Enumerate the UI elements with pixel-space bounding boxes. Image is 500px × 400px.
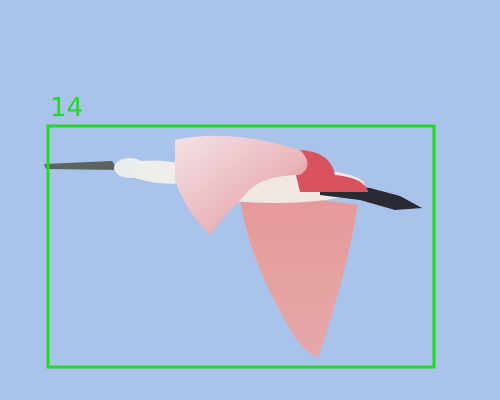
bounding-box [46,124,436,369]
upper-wing [175,135,308,235]
bill [44,161,118,170]
lower-wing [240,198,358,358]
spoonbill [44,135,422,358]
neck [130,160,185,184]
box-label: 14 [50,93,83,123]
shoulder [290,149,368,192]
